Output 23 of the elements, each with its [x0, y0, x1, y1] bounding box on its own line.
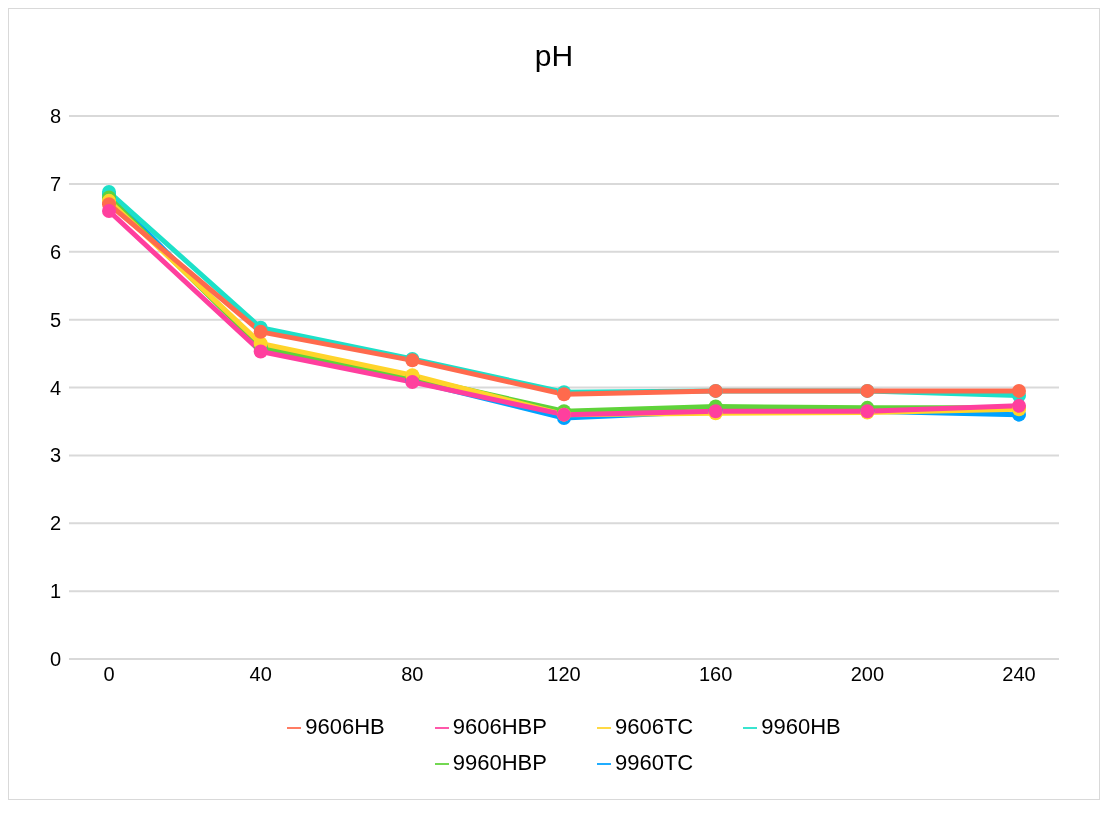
legend-label: 9606HBP	[452, 714, 547, 739]
x-tick-label: 200	[850, 663, 885, 686]
legend-label: 9960HB	[761, 714, 841, 739]
legend-label: 9606TC	[614, 714, 694, 739]
x-tick-label: 160	[698, 663, 733, 686]
x-tick-label: 80	[401, 663, 424, 686]
legend-label: 9606HB	[305, 714, 385, 739]
y-tick-label: 7	[49, 172, 61, 195]
x-tick-label: 240	[1002, 663, 1036, 686]
y-tick-label: 4	[49, 376, 61, 399]
legend-label: 9960HBP	[452, 750, 547, 775]
y-tick-label: 2	[49, 512, 61, 535]
y-tick-label: 5	[49, 308, 61, 331]
x-tick-label: 40	[249, 663, 272, 686]
y-tick-label: 8	[49, 105, 61, 128]
legend-label: 9960TC	[614, 750, 694, 775]
x-tick-label: 120	[547, 663, 581, 686]
y-tick-label: 3	[49, 444, 61, 467]
y-tick-label: 0	[49, 648, 61, 671]
chart-title: pH	[533, 38, 575, 74]
y-tick-label: 1	[49, 580, 61, 603]
y-tick-label: 6	[49, 240, 61, 263]
x-tick-label: 0	[103, 663, 115, 686]
